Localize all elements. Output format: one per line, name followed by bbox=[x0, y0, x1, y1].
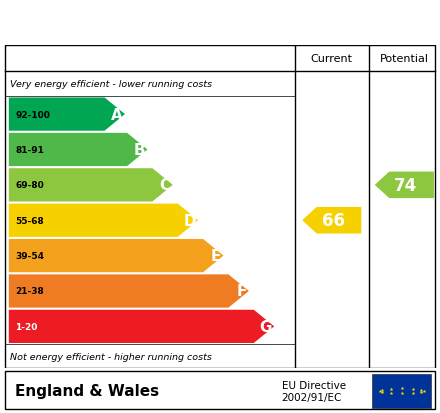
Polygon shape bbox=[9, 204, 198, 237]
Polygon shape bbox=[375, 172, 434, 199]
Text: 21-38: 21-38 bbox=[15, 287, 44, 296]
Text: 2002/91/EC: 2002/91/EC bbox=[282, 392, 342, 402]
Text: Potential: Potential bbox=[380, 54, 429, 64]
Text: B: B bbox=[134, 142, 145, 158]
Text: 69-80: 69-80 bbox=[15, 181, 44, 190]
Text: D: D bbox=[183, 213, 196, 228]
Polygon shape bbox=[9, 275, 249, 308]
Text: England & Wales: England & Wales bbox=[15, 383, 160, 398]
Text: 66: 66 bbox=[322, 212, 345, 230]
Text: F: F bbox=[236, 284, 247, 299]
Polygon shape bbox=[302, 207, 361, 234]
Text: Current: Current bbox=[311, 54, 353, 64]
Polygon shape bbox=[9, 169, 173, 202]
Bar bbox=[5, 371, 435, 409]
Text: 55-68: 55-68 bbox=[15, 216, 44, 225]
Text: EU Directive: EU Directive bbox=[282, 380, 346, 390]
Bar bbox=[372, 374, 431, 408]
Text: E: E bbox=[211, 249, 221, 263]
Text: 39-54: 39-54 bbox=[15, 252, 44, 261]
Text: C: C bbox=[159, 178, 171, 193]
Text: 74: 74 bbox=[394, 176, 418, 195]
Text: A: A bbox=[111, 107, 123, 122]
Text: 92-100: 92-100 bbox=[15, 110, 50, 119]
Text: G: G bbox=[260, 319, 272, 334]
Polygon shape bbox=[9, 240, 224, 273]
Polygon shape bbox=[9, 310, 274, 343]
Text: 1-20: 1-20 bbox=[15, 322, 38, 331]
Text: Very energy efficient - lower running costs: Very energy efficient - lower running co… bbox=[10, 80, 212, 89]
Polygon shape bbox=[9, 98, 125, 131]
Text: 81-91: 81-91 bbox=[15, 146, 44, 154]
Polygon shape bbox=[9, 133, 147, 167]
Text: Energy Efficiency Rating: Energy Efficiency Rating bbox=[11, 13, 299, 33]
Text: Not energy efficient - higher running costs: Not energy efficient - higher running co… bbox=[10, 352, 212, 361]
